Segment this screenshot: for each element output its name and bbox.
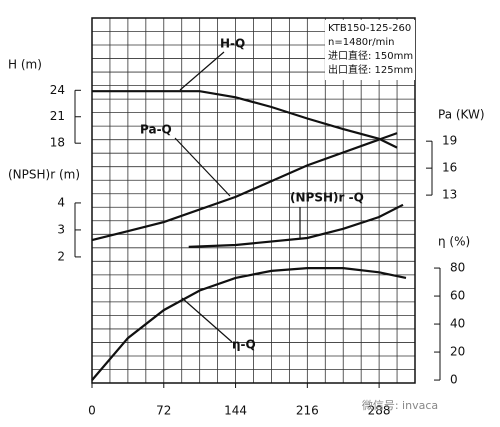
y-tick-label: 19: [442, 134, 457, 148]
curve-label: Pa-Q: [140, 123, 172, 137]
x-tick-label: 72: [156, 404, 171, 418]
y-tick-label: 3: [57, 222, 65, 236]
y-axis-title: H (m): [8, 58, 42, 72]
y-tick-label: 60: [450, 289, 465, 303]
y-tick-label: 4: [57, 195, 65, 209]
curve: [91, 267, 407, 381]
plot-frame: [91, 17, 416, 384]
curve: [188, 203, 404, 248]
y-tick-label: 16: [442, 161, 457, 175]
leader-line: [181, 297, 233, 343]
y-tick-label: 18: [50, 136, 65, 150]
y-axis-title: (NPSH)r (m): [8, 168, 80, 182]
curve-label: H-Q: [220, 37, 245, 51]
x-tick-label: 144: [224, 404, 247, 418]
watermark: 微信号: invaca: [362, 398, 438, 412]
curve: [91, 132, 398, 242]
y-tick-label: 21: [50, 109, 65, 123]
info-text: 出口直径: 125mm: [328, 63, 413, 76]
y-tick-label: 2: [57, 249, 65, 263]
y-tick-label: 20: [450, 345, 465, 359]
info-text: 进口直径: 150mm: [328, 49, 413, 62]
leader-line: [174, 137, 231, 197]
y-tick-label: 24: [50, 83, 65, 97]
curve: [92, 90, 398, 149]
leader-line: [179, 51, 225, 91]
info-text: n=1480r/min: [328, 37, 395, 48]
curve-label: η-Q: [232, 338, 256, 352]
y-tick-label: 13: [442, 188, 457, 202]
curve-label: (NPSH)r -Q: [290, 191, 364, 205]
x-tick-label: 216: [296, 404, 319, 418]
x-tick-label: 288: [368, 404, 391, 418]
info-bg: [325, 20, 415, 80]
y-tick-label: 80: [450, 261, 465, 275]
x-tick-label: 0: [88, 404, 96, 418]
info-text: KTB150-125-260: [328, 23, 411, 34]
y-tick-label: 0: [450, 373, 458, 387]
y-tick-label: 40: [450, 317, 465, 331]
y-axis-title: η (%): [438, 235, 470, 249]
y-axis-title: Pa (KW): [438, 108, 485, 122]
